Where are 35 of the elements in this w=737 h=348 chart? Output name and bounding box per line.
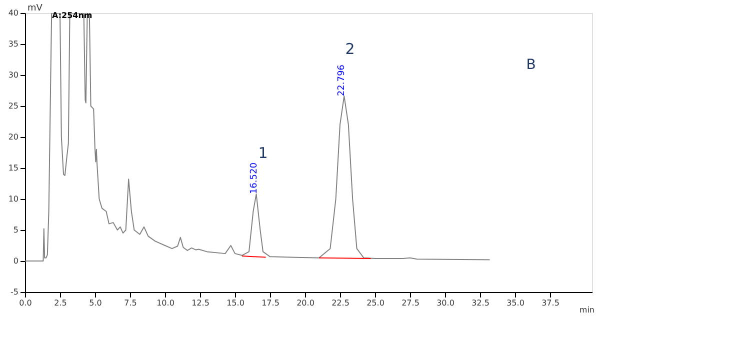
y-tick-label: 30: [8, 70, 18, 80]
annotation: B: [526, 57, 536, 73]
annotation: A:254nm: [52, 11, 92, 20]
annotation: 22.796: [337, 64, 348, 96]
x-tick-label: 30.0: [436, 298, 454, 308]
x-tick-label: 27.5: [402, 298, 420, 308]
annotation: 1: [258, 144, 268, 162]
x-tick-label: 32.5: [472, 298, 490, 308]
line-series: [25, 13, 490, 262]
x-tick-label: 0.0: [19, 298, 32, 308]
x-tick-label: 12.5: [192, 298, 210, 308]
x-tick-label: 15.0: [226, 298, 244, 308]
x-tick-label: 2.5: [54, 298, 67, 308]
annotation: 16.520: [249, 162, 260, 194]
x-tick-label: 7.5: [124, 298, 137, 308]
x-tick-label: 20.0: [296, 298, 314, 308]
y-tick-label: 15: [8, 164, 18, 172]
y-tick-label: 25: [8, 102, 18, 110]
x-tick-label: 37.5: [542, 298, 560, 308]
x-tick-label: 22.5: [332, 298, 350, 308]
annotation: 2: [345, 40, 355, 58]
y-axis-title: mV: [28, 4, 44, 14]
x-tick-label: 35.0: [506, 298, 524, 308]
x-tick-label: 10.0: [156, 298, 174, 308]
y-tick-label: 0: [13, 256, 18, 266]
y-tick-label: 5: [13, 226, 18, 234]
y-tick-label: 35: [8, 40, 18, 48]
y-tick-label: 20: [8, 132, 18, 142]
x-axis-title: min: [579, 306, 594, 314]
y-tick-label: 10: [8, 194, 18, 204]
x-tick-label: 25.0: [366, 298, 384, 308]
x-tick-label: 17.5: [262, 298, 280, 308]
x-tick-label: 5.0: [89, 298, 102, 308]
y-tick-label: 40: [8, 8, 18, 18]
y-tick-label: -5: [10, 288, 18, 296]
